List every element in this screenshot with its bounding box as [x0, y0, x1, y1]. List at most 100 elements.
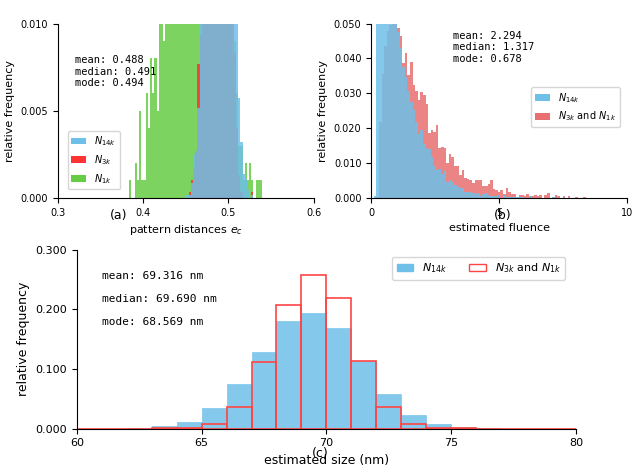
- Bar: [575, 197, 578, 198]
- Bar: [217, 0, 219, 198]
- Bar: [177, 428, 202, 429]
- Bar: [545, 195, 547, 198]
- Legend: $N_{14k}$, $N_{3k}$ and $N_{1k}$: $N_{14k}$, $N_{3k}$ and $N_{1k}$: [392, 257, 566, 280]
- Legend: $N_{14k}$, $N_{3k}$, $N_{1k}$: $N_{14k}$, $N_{3k}$, $N_{1k}$: [68, 130, 120, 189]
- Bar: [498, 195, 500, 198]
- Bar: [552, 197, 555, 198]
- Bar: [555, 195, 557, 198]
- Bar: [426, 148, 428, 198]
- Bar: [351, 361, 376, 429]
- Bar: [537, 196, 540, 198]
- Bar: [438, 169, 441, 198]
- Bar: [472, 193, 475, 198]
- Bar: [402, 67, 405, 198]
- Bar: [529, 196, 532, 198]
- Bar: [379, 0, 381, 198]
- Bar: [516, 197, 518, 198]
- Text: (c): (c): [312, 447, 328, 460]
- Bar: [428, 149, 431, 198]
- Bar: [402, 63, 405, 198]
- Bar: [351, 361, 376, 429]
- Text: (b): (b): [493, 209, 511, 222]
- Bar: [475, 179, 477, 198]
- Bar: [228, 0, 230, 198]
- Bar: [252, 362, 276, 429]
- Bar: [211, 0, 212, 198]
- Bar: [526, 195, 529, 198]
- Bar: [232, 58, 234, 198]
- Bar: [397, 32, 399, 198]
- Bar: [387, 32, 389, 198]
- Bar: [485, 193, 488, 198]
- Bar: [392, 7, 394, 198]
- Bar: [441, 174, 444, 198]
- Bar: [191, 183, 193, 198]
- Bar: [225, 0, 228, 198]
- Bar: [204, 0, 206, 198]
- Bar: [214, 0, 217, 198]
- Bar: [212, 0, 214, 198]
- Bar: [202, 0, 204, 198]
- Bar: [152, 426, 177, 429]
- Bar: [223, 0, 225, 198]
- Bar: [232, 0, 234, 198]
- Bar: [247, 180, 249, 198]
- Bar: [276, 321, 301, 429]
- Bar: [195, 151, 197, 198]
- Bar: [446, 163, 449, 198]
- Bar: [230, 0, 232, 198]
- Y-axis label: relative frequency: relative frequency: [4, 60, 15, 162]
- Bar: [451, 427, 476, 429]
- Bar: [252, 352, 276, 429]
- Bar: [399, 36, 402, 198]
- Bar: [146, 93, 148, 198]
- Bar: [449, 180, 451, 198]
- Bar: [206, 0, 208, 198]
- Bar: [252, 180, 253, 198]
- Bar: [159, 0, 161, 198]
- Bar: [211, 0, 212, 198]
- Bar: [381, 0, 384, 198]
- Bar: [461, 187, 464, 198]
- Bar: [376, 197, 379, 198]
- Bar: [464, 192, 467, 198]
- Text: (a): (a): [109, 209, 127, 222]
- Text: mean: 2.294
median: 1.317
mode: 0.678: mean: 2.294 median: 1.317 mode: 0.678: [453, 31, 534, 64]
- Bar: [397, 28, 399, 198]
- Bar: [418, 134, 420, 198]
- Bar: [431, 157, 433, 198]
- Bar: [204, 0, 206, 198]
- Bar: [420, 92, 423, 198]
- Bar: [221, 0, 223, 198]
- Bar: [503, 195, 506, 198]
- Bar: [547, 194, 550, 198]
- Bar: [511, 195, 513, 198]
- Bar: [165, 0, 167, 198]
- Bar: [234, 0, 236, 198]
- Bar: [189, 192, 191, 198]
- Bar: [446, 182, 449, 198]
- X-axis label: estimated size (nm): estimated size (nm): [264, 454, 389, 467]
- Bar: [223, 0, 225, 198]
- Bar: [180, 0, 182, 198]
- Bar: [534, 195, 537, 198]
- Bar: [532, 196, 534, 198]
- Bar: [202, 0, 204, 198]
- Bar: [227, 384, 252, 429]
- Bar: [376, 394, 401, 429]
- Bar: [195, 151, 197, 198]
- Bar: [513, 195, 516, 198]
- Bar: [384, 0, 387, 198]
- Bar: [483, 194, 485, 198]
- Bar: [451, 157, 454, 198]
- Bar: [521, 197, 524, 198]
- Bar: [454, 166, 456, 198]
- Bar: [206, 0, 208, 198]
- Bar: [243, 180, 244, 198]
- Bar: [405, 53, 408, 198]
- Bar: [433, 166, 436, 198]
- Bar: [238, 175, 241, 198]
- Bar: [211, 0, 212, 198]
- Bar: [464, 178, 467, 198]
- Y-axis label: relative frequency: relative frequency: [318, 60, 328, 162]
